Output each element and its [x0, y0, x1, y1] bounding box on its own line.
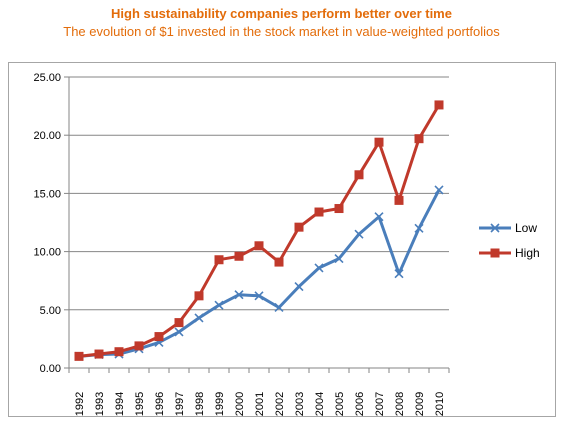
legend-item-low: Low — [479, 221, 537, 235]
data-point-high — [294, 222, 304, 232]
data-point-high — [274, 257, 284, 267]
data-point-high — [254, 241, 264, 251]
y-tick-label: 0.00 — [40, 363, 61, 375]
chart-title: High sustainability companies perform be… — [111, 6, 452, 21]
data-point-high — [114, 347, 124, 357]
data-point-high — [74, 351, 84, 361]
legend: Low High — [479, 221, 540, 260]
x-tick-label: 1992 — [74, 392, 86, 416]
x-tick-label: 2005 — [334, 392, 346, 416]
data-point-low — [214, 300, 224, 310]
grid-layer — [69, 76, 449, 369]
data-point-low — [434, 185, 444, 195]
x-tick-label: 1995 — [134, 392, 146, 416]
data-point-low — [294, 281, 304, 292]
data-point-high — [314, 207, 324, 217]
y-tick-label: 20.00 — [33, 130, 61, 142]
data-point-high — [354, 170, 364, 180]
chart-frame: 0.00 5.00 10.00 15.00 20.00 25.00 1992 1993 1994… — [8, 62, 556, 417]
y-tick-label: 25.00 — [33, 72, 61, 84]
series-layer — [74, 100, 444, 361]
data-point-high — [154, 332, 164, 342]
data-point-low — [234, 290, 244, 300]
legend-label: High — [515, 246, 540, 260]
data-point-low — [354, 229, 364, 239]
x-tick-label: 1994 — [114, 392, 126, 416]
series-line-low — [78, 189, 441, 358]
data-point-high — [334, 204, 344, 214]
data-point-high — [234, 251, 244, 261]
data-point-high — [94, 349, 104, 359]
data-point-low — [394, 269, 404, 279]
data-point-high — [214, 255, 224, 265]
data-point-high — [174, 318, 184, 328]
axis-layer: 0.00 5.00 10.00 15.00 20.00 25.00 1992 1993 1994… — [33, 72, 450, 416]
y-tick-label: 15.00 — [33, 188, 61, 200]
x-tick-label: 2009 — [414, 392, 426, 416]
data-point-high — [434, 100, 444, 110]
data-point-low — [174, 327, 184, 337]
x-tick-label: 2002 — [274, 392, 286, 416]
x-tick-label: 2008 — [394, 392, 406, 416]
x-tick-label: 1999 — [214, 392, 226, 416]
legend-item-high: High — [479, 246, 540, 260]
legend-label: Low — [515, 221, 537, 235]
y-tick-label: 5.00 — [40, 305, 61, 317]
x-tick-label: 1998 — [194, 392, 206, 416]
x-tick-label: 2004 — [314, 392, 326, 416]
line-chart: 0.00 5.00 10.00 15.00 20.00 25.00 1992 1993 1994… — [33, 72, 540, 416]
data-point-low — [314, 263, 324, 273]
data-point-low — [274, 302, 284, 313]
y-tick-label: 10.00 — [33, 247, 61, 259]
data-point-low — [194, 313, 204, 323]
data-point-high — [134, 341, 144, 351]
data-point-high — [194, 291, 204, 301]
x-tick-label: 2006 — [354, 392, 366, 416]
data-point-high — [414, 134, 424, 144]
x-tick-label: 2010 — [434, 392, 446, 416]
chart-subtitle: The evolution of $1 invested in the stoc… — [63, 24, 500, 39]
data-point-high — [394, 195, 404, 205]
data-point-high — [374, 137, 384, 147]
x-tick-label: 2003 — [294, 392, 306, 416]
data-point-low — [374, 212, 384, 222]
x-tick-label: 2001 — [254, 392, 266, 416]
x-tick-label: 1996 — [154, 392, 166, 416]
data-point-low — [334, 254, 344, 264]
x-tick-label: 2007 — [374, 392, 386, 416]
x-tick-label: 1993 — [94, 392, 106, 416]
x-tick-label: 2000 — [234, 392, 246, 416]
data-point-low — [254, 291, 264, 301]
data-point-low — [414, 223, 424, 233]
x-tick-label: 1997 — [174, 392, 186, 416]
